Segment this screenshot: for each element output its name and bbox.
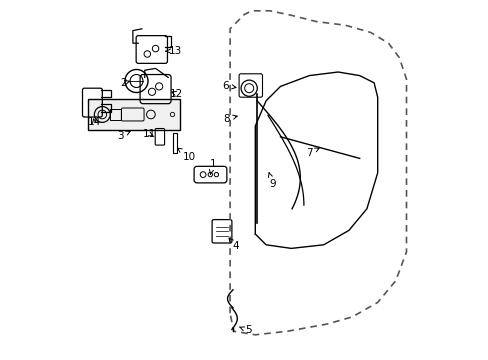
Text: 2: 2	[121, 78, 130, 88]
Text: 8: 8	[223, 114, 237, 124]
Text: 14: 14	[87, 117, 101, 127]
Text: 1: 1	[209, 159, 216, 174]
Text: 11: 11	[142, 129, 155, 139]
Text: 7: 7	[305, 148, 319, 158]
Text: 12: 12	[169, 89, 183, 99]
Text: 4: 4	[228, 238, 238, 251]
Bar	[88, 99, 179, 130]
Text: 3: 3	[117, 131, 130, 141]
Text: 5: 5	[239, 325, 251, 336]
Bar	[110, 109, 121, 120]
Text: 9: 9	[268, 173, 275, 189]
Text: 6: 6	[222, 81, 236, 91]
Text: 13: 13	[165, 46, 182, 56]
Text: 10: 10	[177, 148, 196, 162]
Bar	[172, 133, 177, 153]
